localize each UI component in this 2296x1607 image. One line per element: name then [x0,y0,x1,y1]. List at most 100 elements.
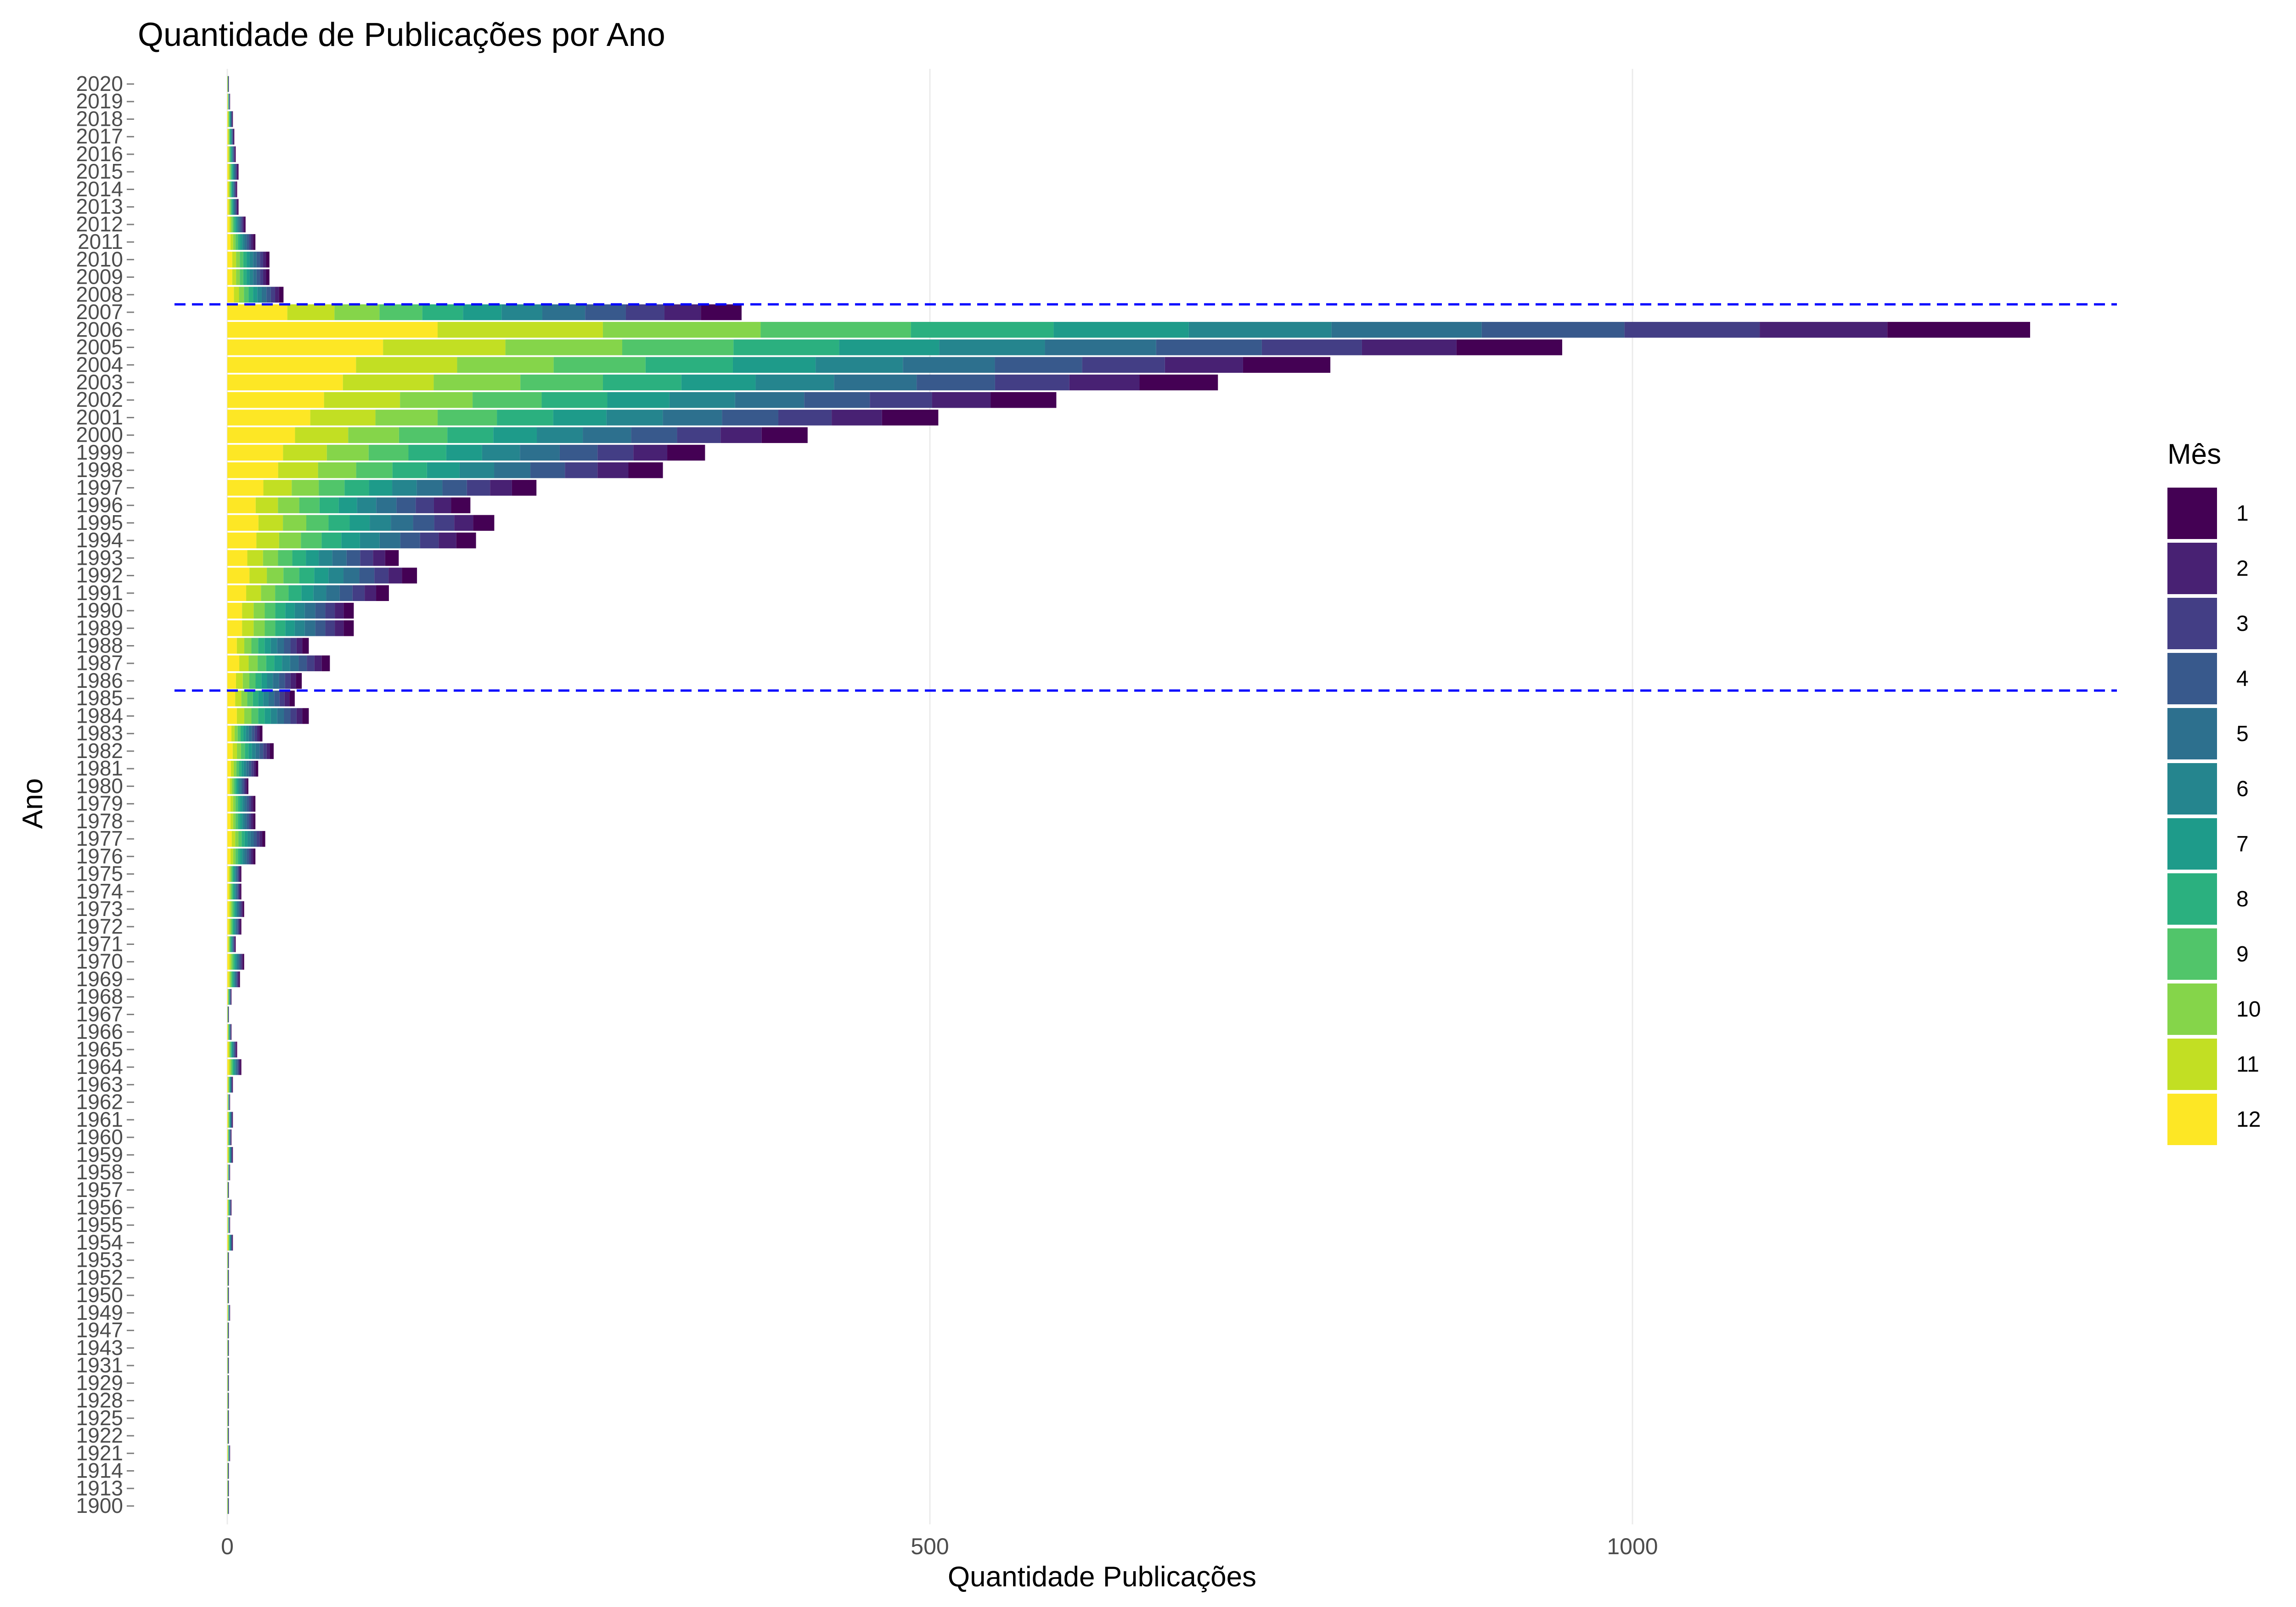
bar-segment-1991-month-8 [288,585,302,601]
bar-segment-1997-month-10 [292,480,319,496]
bar-segment-1987-month-7 [274,655,282,671]
bar-segment-2007-month-8 [422,304,463,320]
bar-segment-1988-month-8 [258,638,265,654]
bar-2014 [227,181,237,197]
bar-segment-1998-month-7 [427,462,460,478]
bar-segment-1975-month-9 [231,866,233,882]
bar-segment-2016-month-10 [229,146,230,163]
chart-title: Quantidade de Publicações por Ano [138,17,665,53]
bar-segment-1979-month-6 [242,796,245,812]
bar-segment-1983-month-11 [231,725,235,742]
bar-segment-1974-month-8 [232,883,234,899]
bar-segment-1962-month-4 [229,1094,230,1110]
bar-segment-2001-month-10 [375,410,438,426]
bar-segment-2005-month-2 [1362,339,1457,355]
bar-2003 [227,374,1218,391]
bar-segment-2008-month-2 [275,287,279,303]
bar-segment-1993-month-6 [319,550,332,566]
bar-segment-1965-month-8 [231,1041,232,1058]
bar-segment-1987-month-1 [321,655,330,671]
bar-segment-1964-month-12 [227,1059,229,1075]
bar-1991 [227,585,389,601]
bar-segment-2016-month-9 [230,146,231,163]
bar-segment-1982-month-4 [259,743,264,759]
bar-segment-2002-month-4 [804,392,870,408]
bar-1975 [227,866,242,882]
bar-segment-2008-month-10 [239,287,244,303]
y-tick-label-1967: 1967 [76,1002,123,1026]
y-tick-label-1965: 1965 [76,1037,123,1061]
bar-segment-2012-month-3 [241,216,243,233]
bar-segment-2000-month-10 [348,427,399,443]
bar-segment-1972-month-5 [236,919,237,935]
bar-segment-2014-month-12 [227,181,229,197]
bar-segment-1989-month-9 [264,620,276,636]
y-tick-label-1925: 1925 [76,1406,123,1430]
bar-segment-1992-month-4 [359,568,375,584]
bar-segment-2017-month-2 [233,129,234,145]
bar-segment-1962-month-9 [228,1094,229,1110]
bar-segment-1977-month-1 [262,831,265,847]
bar-2006 [227,322,2030,338]
bar-segment-2004-month-4 [995,357,1082,373]
y-tick-label-1981: 1981 [76,756,123,780]
bar-segment-1963-month-7 [230,1077,231,1093]
bar-segment-1975-month-1 [240,866,242,882]
y-tick-label-2004: 2004 [76,353,123,376]
bar-segment-1964-month-9 [231,1059,233,1075]
bar-segment-1981-month-7 [241,760,244,777]
y-tick-label-2009: 2009 [76,265,123,289]
bar-segment-2000-month-12 [227,427,295,443]
bar-segment-2018-month-7 [230,111,231,127]
bar-segment-2013-month-2 [236,199,238,215]
y-tick-label-2003: 2003 [76,370,123,394]
bar-segment-1960-month-5 [230,1129,231,1146]
y-tick-label-1992: 1992 [76,563,123,587]
bar-segment-1990-month-7 [285,602,295,619]
legend-label-4: 4 [2236,667,2249,691]
bar-segment-1962-month-1 [230,1094,231,1110]
bar-segment-1974-month-5 [236,883,237,899]
bar-segment-2003-month-9 [520,374,603,391]
bar-segment-1967-month-11 [227,1006,228,1023]
bar-segment-1989-month-1 [343,620,354,636]
x-tick-label-1000: 1000 [1607,1534,1658,1559]
bar-segment-1993-month-5 [332,550,347,566]
bar-segment-2006-month-3 [1624,322,1760,338]
bar-segment-1955-month-12 [227,1217,228,1233]
bar-1900 [227,1498,229,1514]
bar-2018 [227,111,233,127]
bar-segment-1987-month-8 [266,655,275,671]
bar-1984 [227,708,309,724]
bar-segment-1972-month-11 [229,919,231,935]
bar-segment-1991-month-3 [352,585,365,601]
bar-segment-1980-month-6 [238,778,241,794]
y-tick-label-1962: 1962 [76,1090,123,1114]
bar-segment-1982-month-1 [270,743,274,759]
legend-label-12: 12 [2236,1107,2261,1132]
bar-1958 [227,1164,231,1180]
bar-segment-1978-month-12 [227,813,231,830]
bar-segment-1978-month-11 [231,813,233,830]
bar-segment-1928-month-12 [227,1393,228,1409]
bar-segment-1971-month-4 [233,936,234,952]
bar-segment-1980-month-2 [245,778,247,794]
legend-key-1 [2167,488,2217,539]
bar-2004 [227,357,1331,373]
bar-segment-2010-month-1 [266,252,270,268]
bar-segment-1925-month-11 [227,1410,228,1427]
legend-key-11 [2167,1039,2217,1090]
bar-segment-2013-month-8 [231,199,233,215]
bar-segment-1999-month-2 [633,444,668,461]
bar-segment-1977-month-9 [238,831,242,847]
bar-segment-1983-month-2 [257,725,260,742]
bar-segment-1985-month-4 [274,691,280,707]
bar-segment-2008-month-8 [248,287,253,303]
bar-segment-1991-month-5 [326,585,340,601]
bar-segment-2000-month-11 [295,427,349,443]
bar-segment-1959-month-9 [229,1147,230,1163]
y-tick-label-1988: 1988 [76,634,123,657]
bar-segment-2011-month-3 [249,234,252,250]
bar-segment-2006-month-1 [1887,322,2030,338]
bar-segment-1976-month-7 [240,848,242,865]
